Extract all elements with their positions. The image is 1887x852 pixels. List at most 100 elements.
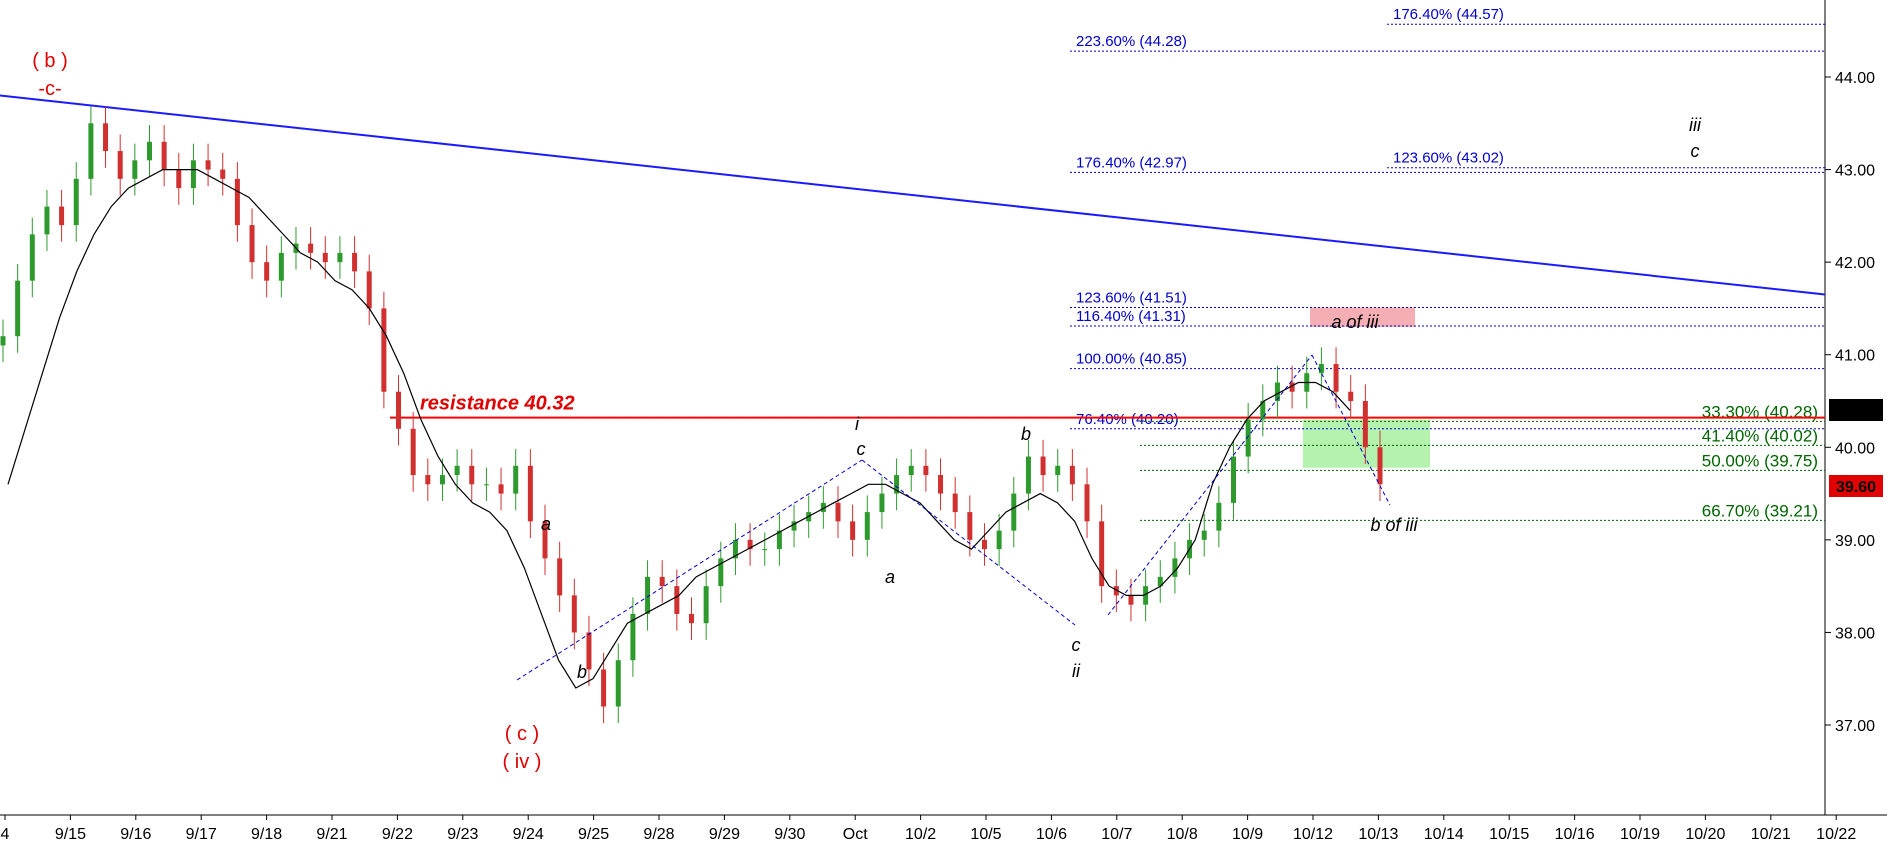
fib-level-blue-label: 176.40% (42.97) xyxy=(1076,154,1187,171)
wave-channel-line xyxy=(1311,354,1391,506)
candle-body xyxy=(454,465,460,476)
candle-body xyxy=(1201,530,1207,540)
candle-body xyxy=(1040,456,1046,476)
y-tick-label: 40.00 xyxy=(1835,440,1875,457)
candle-body xyxy=(44,206,50,235)
x-tick-label: 10/16 xyxy=(1555,826,1595,843)
candle-body xyxy=(439,475,445,485)
wave-label: c xyxy=(1691,141,1700,161)
candle-body xyxy=(689,613,694,624)
candle-body xyxy=(337,252,343,263)
candle-body xyxy=(220,169,226,179)
x-tick-label: 10/12 xyxy=(1293,826,1333,843)
candle-body xyxy=(190,160,196,189)
wave-channel-line xyxy=(861,459,1076,626)
candle-body xyxy=(88,123,94,179)
candle-body xyxy=(513,465,519,494)
candle-body xyxy=(132,160,138,179)
price-tag-bg xyxy=(1829,399,1883,421)
candle-body xyxy=(396,391,402,429)
wave-channel-line xyxy=(1107,354,1313,616)
wave-label: c xyxy=(857,439,866,459)
wave-label: b xyxy=(1021,424,1031,444)
wave-channel-line xyxy=(516,459,863,681)
wave-label: ii xyxy=(1072,661,1081,681)
fib-level-blue-label: 123.60% (41.51) xyxy=(1076,290,1187,307)
candle-body xyxy=(1245,419,1251,457)
candle-body xyxy=(952,493,958,513)
zone-box xyxy=(1310,307,1415,327)
candle-body xyxy=(659,576,665,587)
candle-body xyxy=(381,308,387,392)
candle-body xyxy=(1274,382,1280,402)
x-tick-label: 9/18 xyxy=(251,826,282,843)
candle-body xyxy=(425,475,431,485)
candle-body xyxy=(146,141,152,161)
x-tick-label: 10/7 xyxy=(1101,826,1132,843)
fib-level-green-label: 41.40% (40.02) xyxy=(1702,426,1818,445)
x-tick-label: 10/13 xyxy=(1358,826,1398,843)
candle-body xyxy=(469,465,475,485)
candle-body xyxy=(59,206,65,226)
candle-body xyxy=(308,243,314,253)
wave-label-red: ( c ) xyxy=(505,723,539,745)
zone-label: a of iii xyxy=(1331,312,1379,332)
candle-body xyxy=(747,539,753,550)
price-tag-label: 40.42 xyxy=(1836,403,1876,420)
candle-body xyxy=(820,502,826,513)
fib-level-blue-label: 223.60% (44.28) xyxy=(1076,33,1187,50)
x-tick-label: 10/8 xyxy=(1167,826,1198,843)
candle-body xyxy=(894,475,900,494)
x-tick-label: 9/30 xyxy=(774,826,805,843)
candle-body xyxy=(835,502,841,522)
candle-body xyxy=(981,539,987,550)
candle-body xyxy=(645,576,651,614)
x-tick-label: 9/16 xyxy=(120,826,151,843)
x-tick-label: 10/9 xyxy=(1232,826,1263,843)
x-tick-label: 10/6 xyxy=(1036,826,1067,843)
wave-label: i xyxy=(855,414,860,434)
candle-body xyxy=(15,280,21,337)
candle-body xyxy=(571,595,577,633)
y-tick-label: 38.00 xyxy=(1835,625,1875,642)
fib-level-blue-label: 176.40% (44.57) xyxy=(1393,6,1504,23)
candle-body xyxy=(1025,456,1031,494)
candle-body xyxy=(776,530,782,550)
candle-body xyxy=(249,225,255,263)
candle-body xyxy=(29,234,35,281)
x-tick-label: 9/22 xyxy=(382,826,413,843)
y-tick-label: 41.00 xyxy=(1835,348,1875,365)
candle-body xyxy=(527,465,533,522)
candle-body xyxy=(879,493,885,513)
price-tag-label: 39.60 xyxy=(1836,479,1876,496)
fib-level-blue-label: 76.40% (40.20) xyxy=(1076,411,1179,428)
candle-body xyxy=(996,530,1002,550)
candle-body xyxy=(630,613,636,661)
wave-label: a xyxy=(541,514,551,534)
candle-body xyxy=(967,512,973,540)
moving-average-line xyxy=(7,169,1351,689)
candle-body xyxy=(322,252,328,263)
trendline xyxy=(0,94,1826,296)
candle-body xyxy=(1289,382,1295,392)
candle-body xyxy=(938,475,944,494)
candle-body xyxy=(161,141,167,170)
x-tick-label: 10/14 xyxy=(1424,826,1464,843)
x-tick-label: 10/22 xyxy=(1816,826,1856,843)
fib-level-green-label: 50.00% (39.75) xyxy=(1702,451,1818,470)
candle-body xyxy=(234,178,240,226)
wave-label: c xyxy=(1072,635,1081,655)
x-tick-label: 9/15 xyxy=(55,826,86,843)
candle-body xyxy=(0,336,6,346)
wave-label: iii xyxy=(1689,115,1702,135)
wave-label-red: ( iv ) xyxy=(503,751,542,773)
candle-body xyxy=(1377,447,1383,485)
candle-body xyxy=(615,660,621,707)
x-tick-label: 9/29 xyxy=(709,826,740,843)
y-tick-label: 44.00 xyxy=(1835,70,1875,87)
candles-group xyxy=(0,106,1383,724)
fib-level-green-label: 33.30% (40.28) xyxy=(1702,402,1818,421)
candle-body xyxy=(732,539,738,559)
candle-body xyxy=(1143,586,1149,605)
